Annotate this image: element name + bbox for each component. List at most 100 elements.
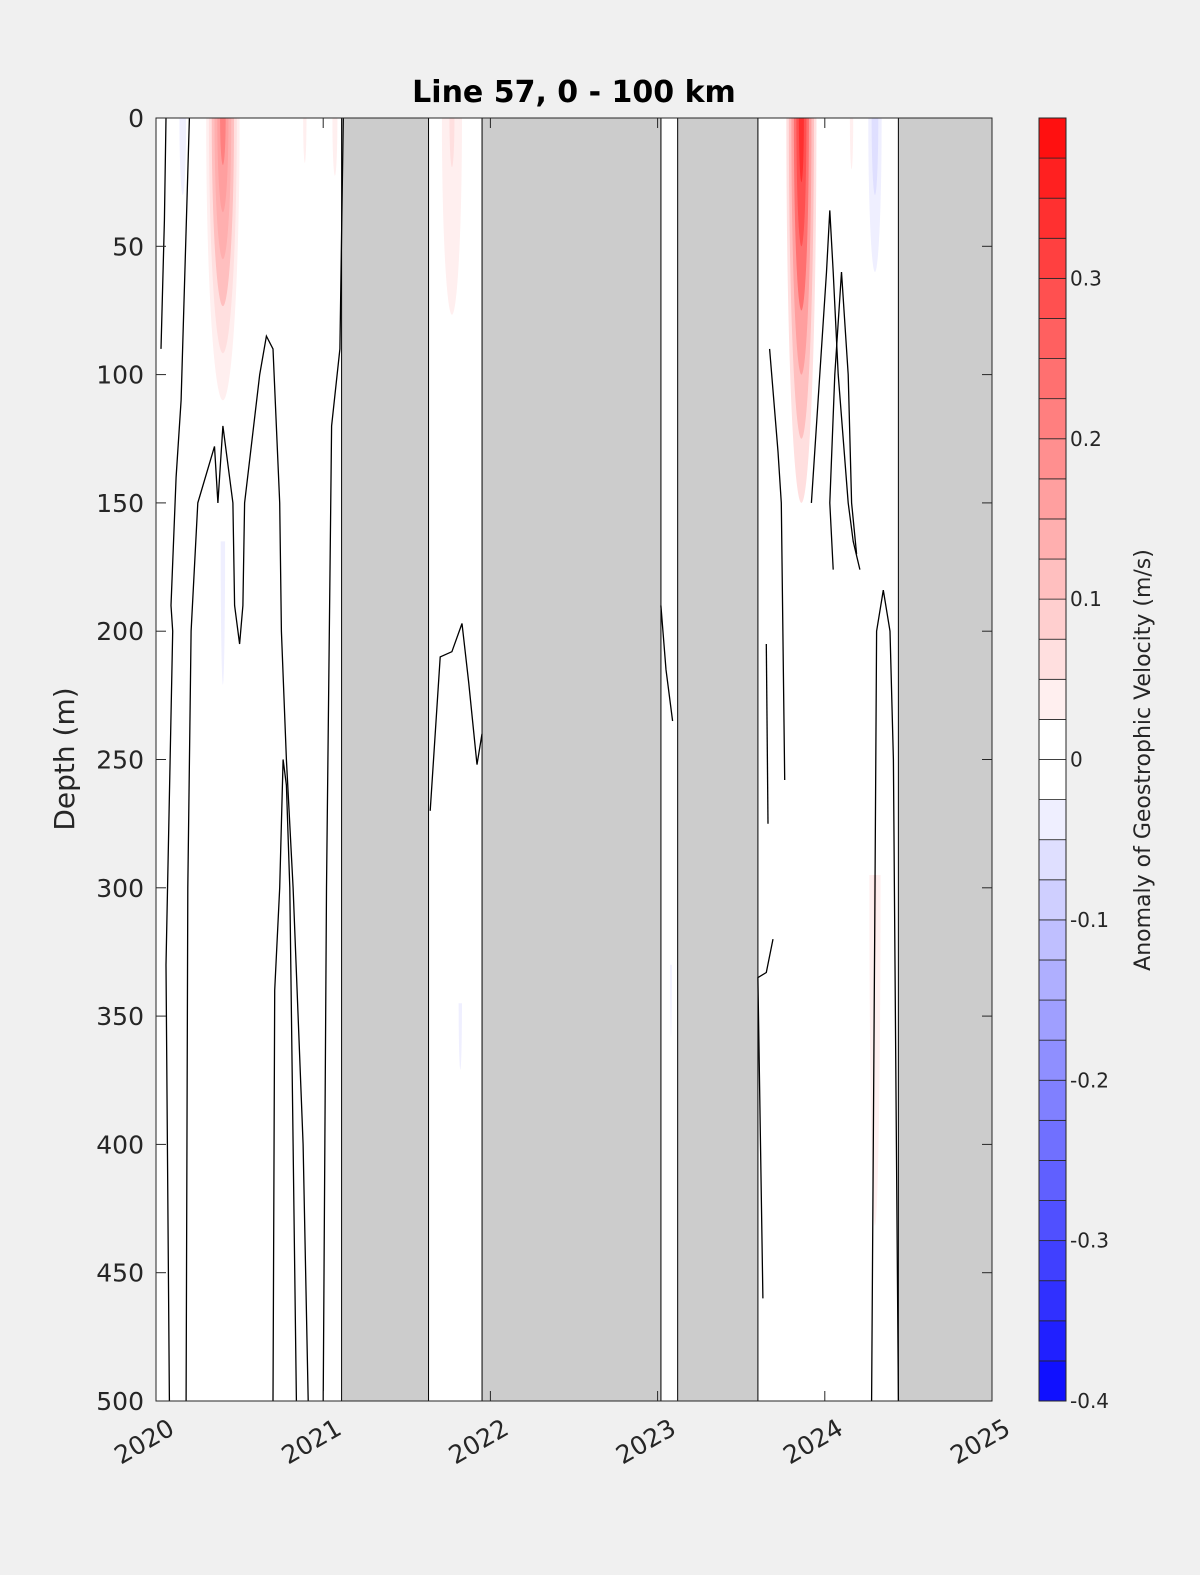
anomaly-level [456, 1003, 464, 1136]
anomaly-level [798, 118, 804, 183]
chart-title: Line 57, 0 - 100 km [412, 75, 736, 110]
anomaly-level [669, 964, 673, 1111]
colorbar-segment [1038, 157, 1067, 199]
y-tick-label: 300 [96, 874, 144, 903]
colorbar-segment [1038, 959, 1067, 1001]
zero-contour-line [429, 623, 483, 811]
zero-contour-line [768, 348, 786, 781]
anomaly-feature [329, 118, 340, 234]
colorbar-segment [1038, 358, 1067, 400]
colorbar-segment [1038, 678, 1067, 720]
colorbar-tick-label: -0.3 [1070, 1229, 1109, 1253]
colorbar-tick-label: 0 [1070, 748, 1083, 772]
colorbar-segment [1038, 919, 1067, 961]
colorbar: -0.4 -0.3 -0.2 -0.1 0 0.1 0.2 0.3 [1038, 117, 1109, 1413]
zero-contour-line [810, 210, 861, 570]
anomaly-level [181, 118, 184, 144]
colorbar-segment [1038, 558, 1067, 600]
colorbar-frame [1038, 117, 1067, 1402]
zero-contour-line [757, 938, 774, 1299]
y-tick-label: 250 [96, 746, 144, 775]
zero-contour-line [185, 334, 309, 1401]
colorbar-tick-label: 0.2 [1070, 427, 1102, 451]
colorbar-segment [1038, 398, 1067, 440]
colorbar-segment [1038, 879, 1067, 921]
colorbar-segment [1038, 478, 1067, 520]
y-tick-label: 400 [96, 1130, 144, 1159]
y-tick-label: 100 [96, 361, 144, 390]
x-tick-label: 2023 [611, 1413, 681, 1470]
anomaly-feature [848, 118, 855, 221]
colorbar-segment [1038, 1360, 1067, 1402]
colorbar-segment [1038, 759, 1067, 800]
anomaly-level [796, 118, 807, 247]
colorbar-segment [1038, 999, 1067, 1041]
colorbar-segment [1038, 1079, 1067, 1121]
y-axis-label: Depth (m) [48, 687, 81, 830]
colorbar-segment [1038, 1119, 1067, 1161]
x-tick-label: 2022 [444, 1413, 514, 1470]
anomaly-feature [665, 964, 676, 1401]
anomaly-level [220, 541, 226, 685]
plot-area [155, 117, 993, 1402]
colorbar-segment [1038, 197, 1067, 239]
missing-data-band [341, 117, 430, 1402]
anomaly-level [220, 118, 226, 166]
colorbar-segment [1038, 1160, 1067, 1201]
colorbar-segment [1038, 1280, 1067, 1322]
colorbar-segment [1038, 237, 1067, 279]
colorbar-tick-label: -0.4 [1070, 1389, 1109, 1413]
anomaly-feature [176, 118, 190, 272]
colorbar-segment [1038, 799, 1067, 841]
anomaly-feature [301, 118, 309, 208]
colorbar-segment [1038, 598, 1067, 640]
anomaly-level [873, 118, 877, 157]
colorbar-segment [1038, 1200, 1067, 1242]
colorbar-segment [1038, 1240, 1067, 1282]
zero-contour-line [165, 118, 191, 1401]
anomaly-level [304, 118, 306, 133]
colorbar-segment [1038, 318, 1067, 359]
x-tick-label: 2021 [277, 1413, 347, 1470]
anomaly-level [334, 118, 336, 138]
y-tick-label: 0 [128, 104, 144, 133]
anomaly-level [449, 118, 455, 168]
y-tick-label: 350 [96, 1002, 144, 1031]
x-tick-label: 2024 [778, 1413, 848, 1470]
anomaly-feature [209, 541, 237, 1401]
anomaly-feature [786, 118, 817, 503]
zero-contour-line [829, 271, 858, 570]
anomaly-level [670, 964, 672, 1038]
missing-data-band [481, 117, 662, 1402]
y-tick-label: 50 [112, 232, 144, 261]
zero-contour-line [322, 118, 344, 1401]
colorbar-segment [1038, 518, 1067, 560]
x-tick-label: 2025 [945, 1413, 1015, 1470]
colorbar-segment [1038, 117, 1067, 159]
y-tick-label: 450 [96, 1259, 144, 1288]
colorbar-tick-label: 0.1 [1070, 587, 1102, 611]
zero-contour-line [160, 118, 167, 349]
colorbar-segment [1038, 638, 1067, 680]
anomaly-level [458, 1003, 462, 1070]
y-axis: 0 50 100 150 200 250 300 350 400 450 500 [96, 104, 992, 1416]
colorbar-segment [1038, 719, 1067, 760]
zero-contour-line [765, 643, 769, 824]
colorbar-tick-label: 0.3 [1070, 266, 1102, 290]
zero-contour-line [272, 759, 298, 1401]
anomaly-feature [450, 1003, 471, 1401]
colorbar-tick-label: -0.1 [1070, 908, 1109, 932]
colorbar-tick-label: -0.2 [1070, 1068, 1109, 1092]
missing-data-band [897, 117, 993, 1402]
anomaly-level [850, 118, 853, 136]
y-tick-label: 200 [96, 617, 144, 646]
zero-contour-line [870, 589, 900, 1401]
y-tick-label: 150 [96, 489, 144, 518]
y-tick-label: 500 [96, 1387, 144, 1416]
anomaly-feature [866, 874, 884, 1401]
x-tick-label: 2020 [109, 1413, 179, 1470]
colorbar-segment [1038, 277, 1067, 319]
colorbar-segment [1038, 1039, 1067, 1081]
colorbar-segment [1038, 839, 1067, 881]
